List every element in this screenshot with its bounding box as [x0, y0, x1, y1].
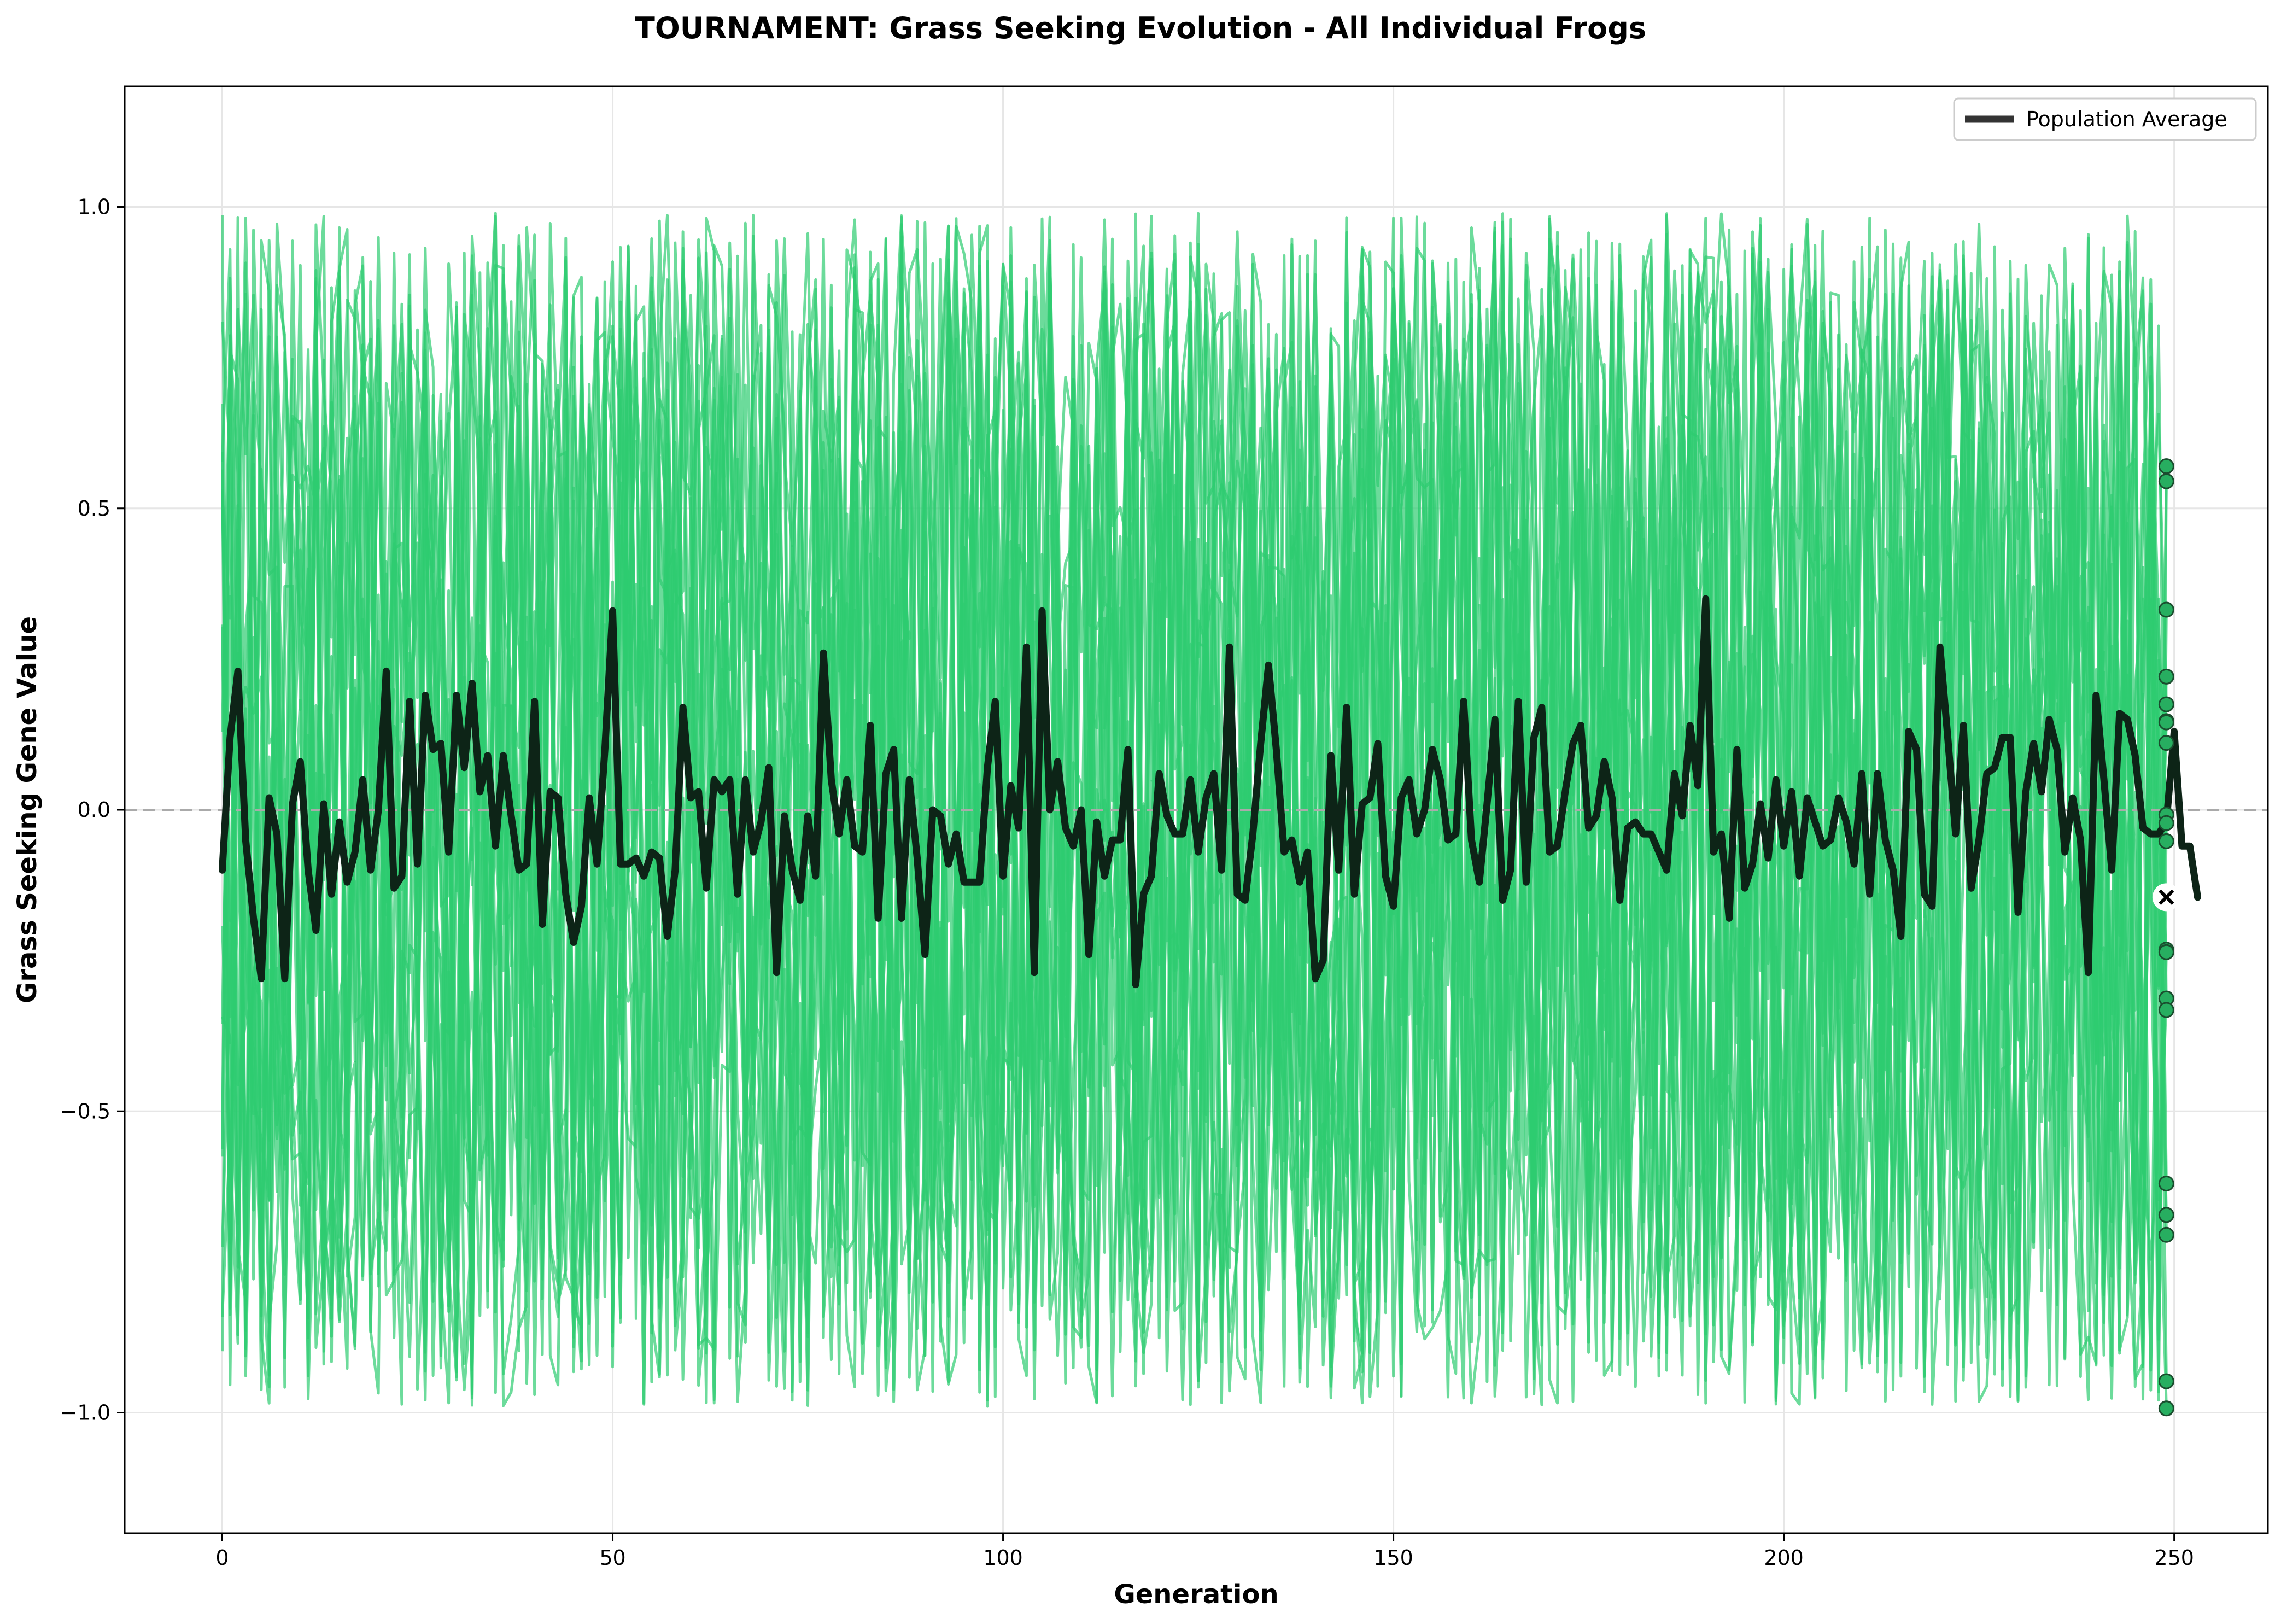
y-tick-label: −0.5 [60, 1099, 110, 1123]
final-individual-point [2158, 473, 2174, 489]
x-tick-label: 100 [983, 1546, 1023, 1570]
y-tick-label: 0.5 [78, 496, 110, 521]
final-individual-point [2158, 601, 2174, 618]
final-individual-point [2158, 735, 2174, 751]
legend: Population Average [1953, 97, 2257, 141]
final-average-marker [2152, 883, 2180, 912]
legend-box [1953, 97, 2257, 141]
x-tick-label: 50 [599, 1546, 625, 1570]
final-individual-point [2158, 1400, 2174, 1417]
y-tick-label: 0.0 [78, 798, 110, 822]
plot-area [124, 85, 2269, 1534]
y-axis-ticks: −1.0 −0.5 0.0 0.5 1.0 [60, 195, 125, 1425]
x-tick-label: 0 [215, 1546, 229, 1570]
final-individual-point [2158, 696, 2174, 712]
x-tick-label: 150 [1373, 1546, 1413, 1570]
x-axis-label: Generation [1114, 1579, 1278, 1610]
x-axis-ticks: 0 50 100 150 200 250 [215, 1533, 2194, 1570]
final-average-marker-cross [2159, 889, 2174, 905]
y-axis-label: Grass Seeking Gene Value [12, 616, 43, 1003]
final-individual-point [2158, 668, 2174, 685]
x-tick-label: 250 [2154, 1546, 2194, 1570]
population-average-line [219, 595, 2201, 989]
chart-title: TOURNAMENT: Grass Seeking Evolution - Al… [635, 11, 1646, 45]
final-individual-point [2158, 1002, 2174, 1018]
final-individual-point [2158, 1226, 2174, 1243]
final-individual-points [2158, 458, 2174, 1417]
x-tick-label: 200 [1764, 1546, 1804, 1570]
final-individual-point [2158, 458, 2174, 475]
final-individual-point [2158, 1373, 2174, 1389]
final-individual-point [2158, 714, 2174, 731]
final-individual-point [2158, 944, 2174, 960]
final-individual-point [2158, 1207, 2174, 1223]
individual-frog-line [221, 212, 2168, 1409]
final-individual-point [2158, 815, 2174, 831]
y-tick-label: 1.0 [78, 195, 110, 219]
legend-label-population-average: Population Average [2026, 107, 2227, 131]
final-individual-point [2158, 1176, 2174, 1192]
final-individual-point [2158, 833, 2174, 849]
y-tick-label: −1.0 [60, 1401, 110, 1425]
